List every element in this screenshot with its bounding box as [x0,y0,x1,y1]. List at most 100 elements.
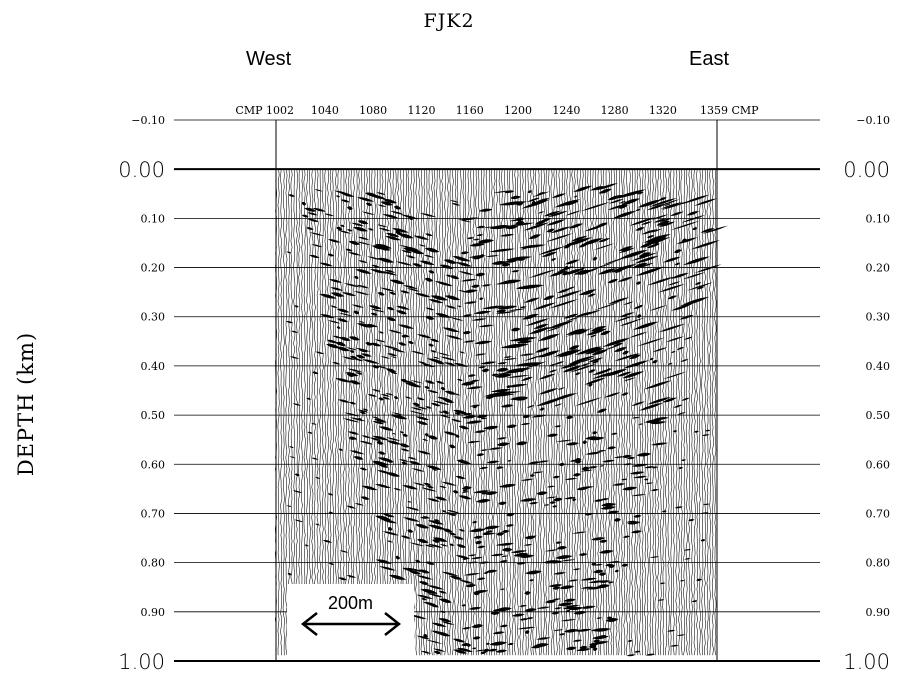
reflection-event [692,227,698,231]
reflection-event [546,485,556,488]
reflection-event [574,311,593,318]
reflection-event [669,644,679,647]
reflection-event [572,531,587,534]
reflection-event [434,496,448,501]
reflection-event [662,397,677,403]
reflection-event [338,448,344,451]
reflection-event [496,466,504,469]
reflection-event [452,638,466,643]
reflection-event [425,233,433,237]
reflection-event [558,633,566,636]
seismic-trace [472,169,475,656]
reflection-event [449,444,456,449]
seismic-reflections [285,183,729,657]
reflection-event [482,305,506,309]
reflection-event [438,411,444,414]
reflection-event [506,385,511,389]
reflection-event [496,367,509,372]
reflection-event [603,257,627,265]
reflection-event [562,237,593,247]
reflection-event [292,403,302,406]
reflection-event [419,516,427,519]
reflection-event [400,448,410,452]
reflection-event [492,631,505,635]
reflection-event [487,447,503,450]
reflection-event [367,228,374,231]
reflection-event [536,491,548,496]
reflection-event [370,342,382,347]
reflection-event [607,204,627,211]
reflection-event [594,563,603,566]
reflection-event [352,450,358,453]
reflection-event [428,270,435,274]
reflection-event [432,648,446,652]
reflection-event [346,575,357,578]
reflection-event [491,261,508,265]
reflection-event [307,431,313,434]
reflection-event [445,274,451,277]
reflection-event [449,532,457,536]
reflection-event [552,361,565,366]
reflection-event [473,591,481,596]
reflection-event [315,523,320,526]
reflection-event [551,611,560,615]
reflection-event [312,371,319,375]
reflection-event [439,485,447,489]
reflection-event [501,262,511,267]
reflection-event [348,336,361,341]
reflection-event [643,380,672,390]
reflection-event [552,586,561,590]
reflection-event [565,646,577,651]
reflection-event [491,373,499,377]
reflection-event [550,226,572,234]
y-tick-label-left: 0.10 [141,212,166,225]
reflection-event [413,235,430,240]
reflection-event [489,641,508,646]
reflection-event [469,404,481,407]
seismic-trace [696,169,699,656]
reflection-event [607,510,620,514]
reflection-event [501,547,512,552]
reflection-event [592,256,598,261]
reflection-event [482,532,490,535]
reflection-event [474,430,487,433]
reflection-event [392,433,397,435]
reflection-event [479,297,484,301]
reflection-event [702,225,729,234]
seismic-trace [561,169,563,656]
seismic-trace [342,169,345,656]
reflection-event [301,214,309,218]
reflection-event [518,244,547,249]
reflection-event [454,412,461,415]
reflection-event [520,376,534,381]
reflection-event [427,593,432,595]
reflection-event [414,293,432,298]
reflection-event [564,259,580,265]
reflection-event [462,314,473,317]
reflection-event [442,327,461,333]
reflection-event [416,594,434,600]
reflection-event [600,498,610,501]
reflection-event [425,315,435,320]
reflection-event [377,204,387,207]
seismic-trace [587,169,589,656]
seismic-trace [592,169,595,656]
reflection-event [375,243,392,249]
reflection-event [661,510,667,513]
seismic-traces [275,169,717,656]
y-tick-label-right: −0.10 [856,114,890,127]
reflection-event [476,414,488,419]
reflection-event [424,433,429,437]
reflection-event [394,475,399,477]
reflection-event [412,402,421,407]
reflection-event [345,372,359,377]
reflection-event [292,490,303,493]
reflection-event [596,449,607,452]
reflection-event [580,577,598,581]
reflection-event [658,197,667,201]
reflection-event [508,222,535,227]
reflection-event [386,317,397,322]
reflection-event [531,191,551,198]
reflection-event [473,490,491,494]
reflection-event [631,463,649,467]
